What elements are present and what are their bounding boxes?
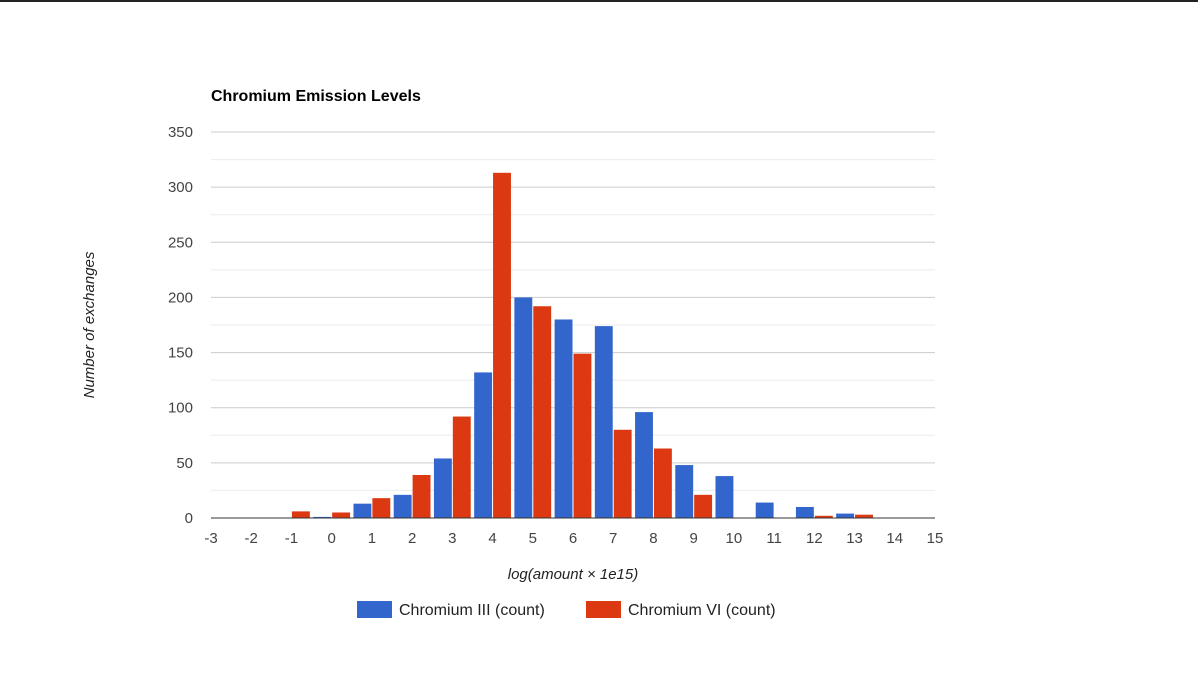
bars-layer — [291, 172, 873, 518]
x-tick-label: 8 — [649, 530, 657, 547]
bar-chromium-iii — [554, 319, 573, 518]
bar-chromium-iii — [514, 297, 533, 518]
bar-chromium-vi — [533, 306, 552, 518]
x-tick-label: 12 — [806, 530, 823, 547]
bar-chromium-vi — [814, 515, 833, 518]
x-tick-label: 3 — [448, 530, 456, 547]
y-tick-label: 50 — [176, 455, 193, 472]
major-gridlines — [211, 131, 935, 464]
bar-chromium-iii — [353, 503, 372, 518]
x-tick-label: 5 — [529, 530, 537, 547]
bar-chromium-vi — [573, 353, 592, 518]
legend-swatch-chromium-vi — [586, 601, 621, 618]
bar-chromium-iii — [715, 476, 734, 518]
bar-chromium-iii — [675, 465, 694, 518]
x-tick-label: 0 — [327, 530, 335, 547]
bar-chromium-vi — [332, 512, 351, 518]
bar-chromium-vi — [694, 494, 713, 518]
bar-chromium-iii — [755, 502, 774, 518]
x-tick-label: 7 — [609, 530, 617, 547]
bar-chromium-vi — [452, 416, 471, 518]
y-tick-label: 350 — [168, 124, 193, 141]
bar-chromium-iii — [795, 506, 814, 518]
minor-gridlines — [211, 159, 935, 491]
bar-chromium-iii — [433, 458, 452, 518]
x-tick-label: 9 — [689, 530, 697, 547]
bar-chromium-vi — [653, 448, 672, 518]
bar-chromium-vi — [372, 498, 391, 518]
bar-chromium-vi — [493, 172, 511, 518]
x-axis-label: log(amount × 1e15) — [508, 566, 639, 583]
legend-label-chromium-iii: Chromium III (count) — [399, 602, 545, 619]
bar-chromium-vi — [291, 511, 310, 518]
bar-chromium-iii — [635, 412, 653, 518]
chart-title: Chromium Emission Levels — [211, 88, 421, 105]
top-border — [0, 0, 1198, 2]
y-axis-tick-labels: 0 50 100 150 200 250 300 350 — [168, 124, 193, 527]
x-tick-label: -2 — [245, 530, 258, 547]
bar-chromium-iii — [313, 516, 332, 518]
x-tick-label: 2 — [408, 530, 416, 547]
y-tick-label: 250 — [168, 234, 193, 251]
legend-label-chromium-vi: Chromium VI (count) — [628, 602, 776, 619]
bar-chromium-iii — [474, 372, 493, 518]
x-tick-label: 15 — [927, 530, 944, 547]
x-tick-label: 14 — [886, 530, 903, 547]
bar-chromium-vi — [855, 514, 873, 518]
y-tick-label: 200 — [168, 289, 193, 306]
legend-swatch-chromium-iii — [357, 601, 392, 618]
bar-chromium-iii — [836, 513, 855, 518]
x-tick-label: -1 — [285, 530, 298, 547]
legend: Chromium III (count) Chromium VI (count) — [357, 601, 776, 619]
bar-chromium-iii — [594, 326, 613, 518]
x-tick-label: 1 — [368, 530, 376, 547]
y-tick-label: 300 — [168, 179, 193, 196]
y-tick-label: 100 — [168, 400, 193, 417]
y-tick-label: 150 — [168, 345, 193, 362]
y-axis-label: Number of exchanges — [81, 251, 98, 398]
x-tick-label: 13 — [846, 530, 863, 547]
bar-chromium-iii — [393, 494, 412, 518]
x-tick-label: 6 — [569, 530, 577, 547]
x-axis-tick-labels: -3 -2 -1 0 1 2 3 4 5 6 7 8 9 10 11 12 13 14 15 — [204, 530, 943, 547]
x-tick-label: 4 — [488, 530, 496, 547]
x-tick-label: -3 — [204, 530, 217, 547]
bar-chromium-vi — [412, 474, 431, 518]
x-tick-label: 11 — [766, 530, 782, 547]
x-tick-label: 10 — [726, 530, 743, 547]
bar-chromium-vi — [613, 429, 632, 518]
y-tick-label: 0 — [185, 510, 193, 527]
